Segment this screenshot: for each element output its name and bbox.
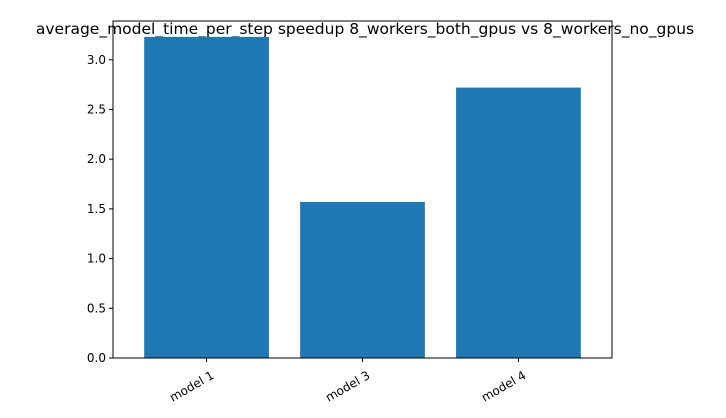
y-tick-label: 3.0 [87, 53, 106, 67]
bar-model-1 [144, 36, 269, 358]
x-tick-label: model 1 [167, 368, 216, 405]
y-tick-label: 2.0 [87, 152, 106, 166]
y-tick-label: 1.5 [87, 202, 106, 216]
bars-layer [144, 36, 581, 358]
bar-model-3 [300, 201, 425, 358]
x-tick-label: model 3 [323, 368, 372, 405]
y-axis: 0.0 0.5 1.0 1.5 2.0 2.5 3.0 [87, 53, 113, 365]
chart-title: average_model_time_per_step speedup 8_wo… [36, 20, 694, 39]
y-tick-label: 2.5 [87, 102, 106, 116]
x-axis: model 1 model 3 model 4 [167, 358, 528, 405]
plot-frame [112, 20, 613, 359]
y-tick-label: 1.0 [87, 252, 106, 266]
bar-model-4 [456, 87, 581, 358]
y-tick-label: 0.0 [87, 351, 106, 365]
y-tick-label: 0.5 [87, 301, 106, 315]
x-tick-label: model 4 [479, 368, 528, 405]
